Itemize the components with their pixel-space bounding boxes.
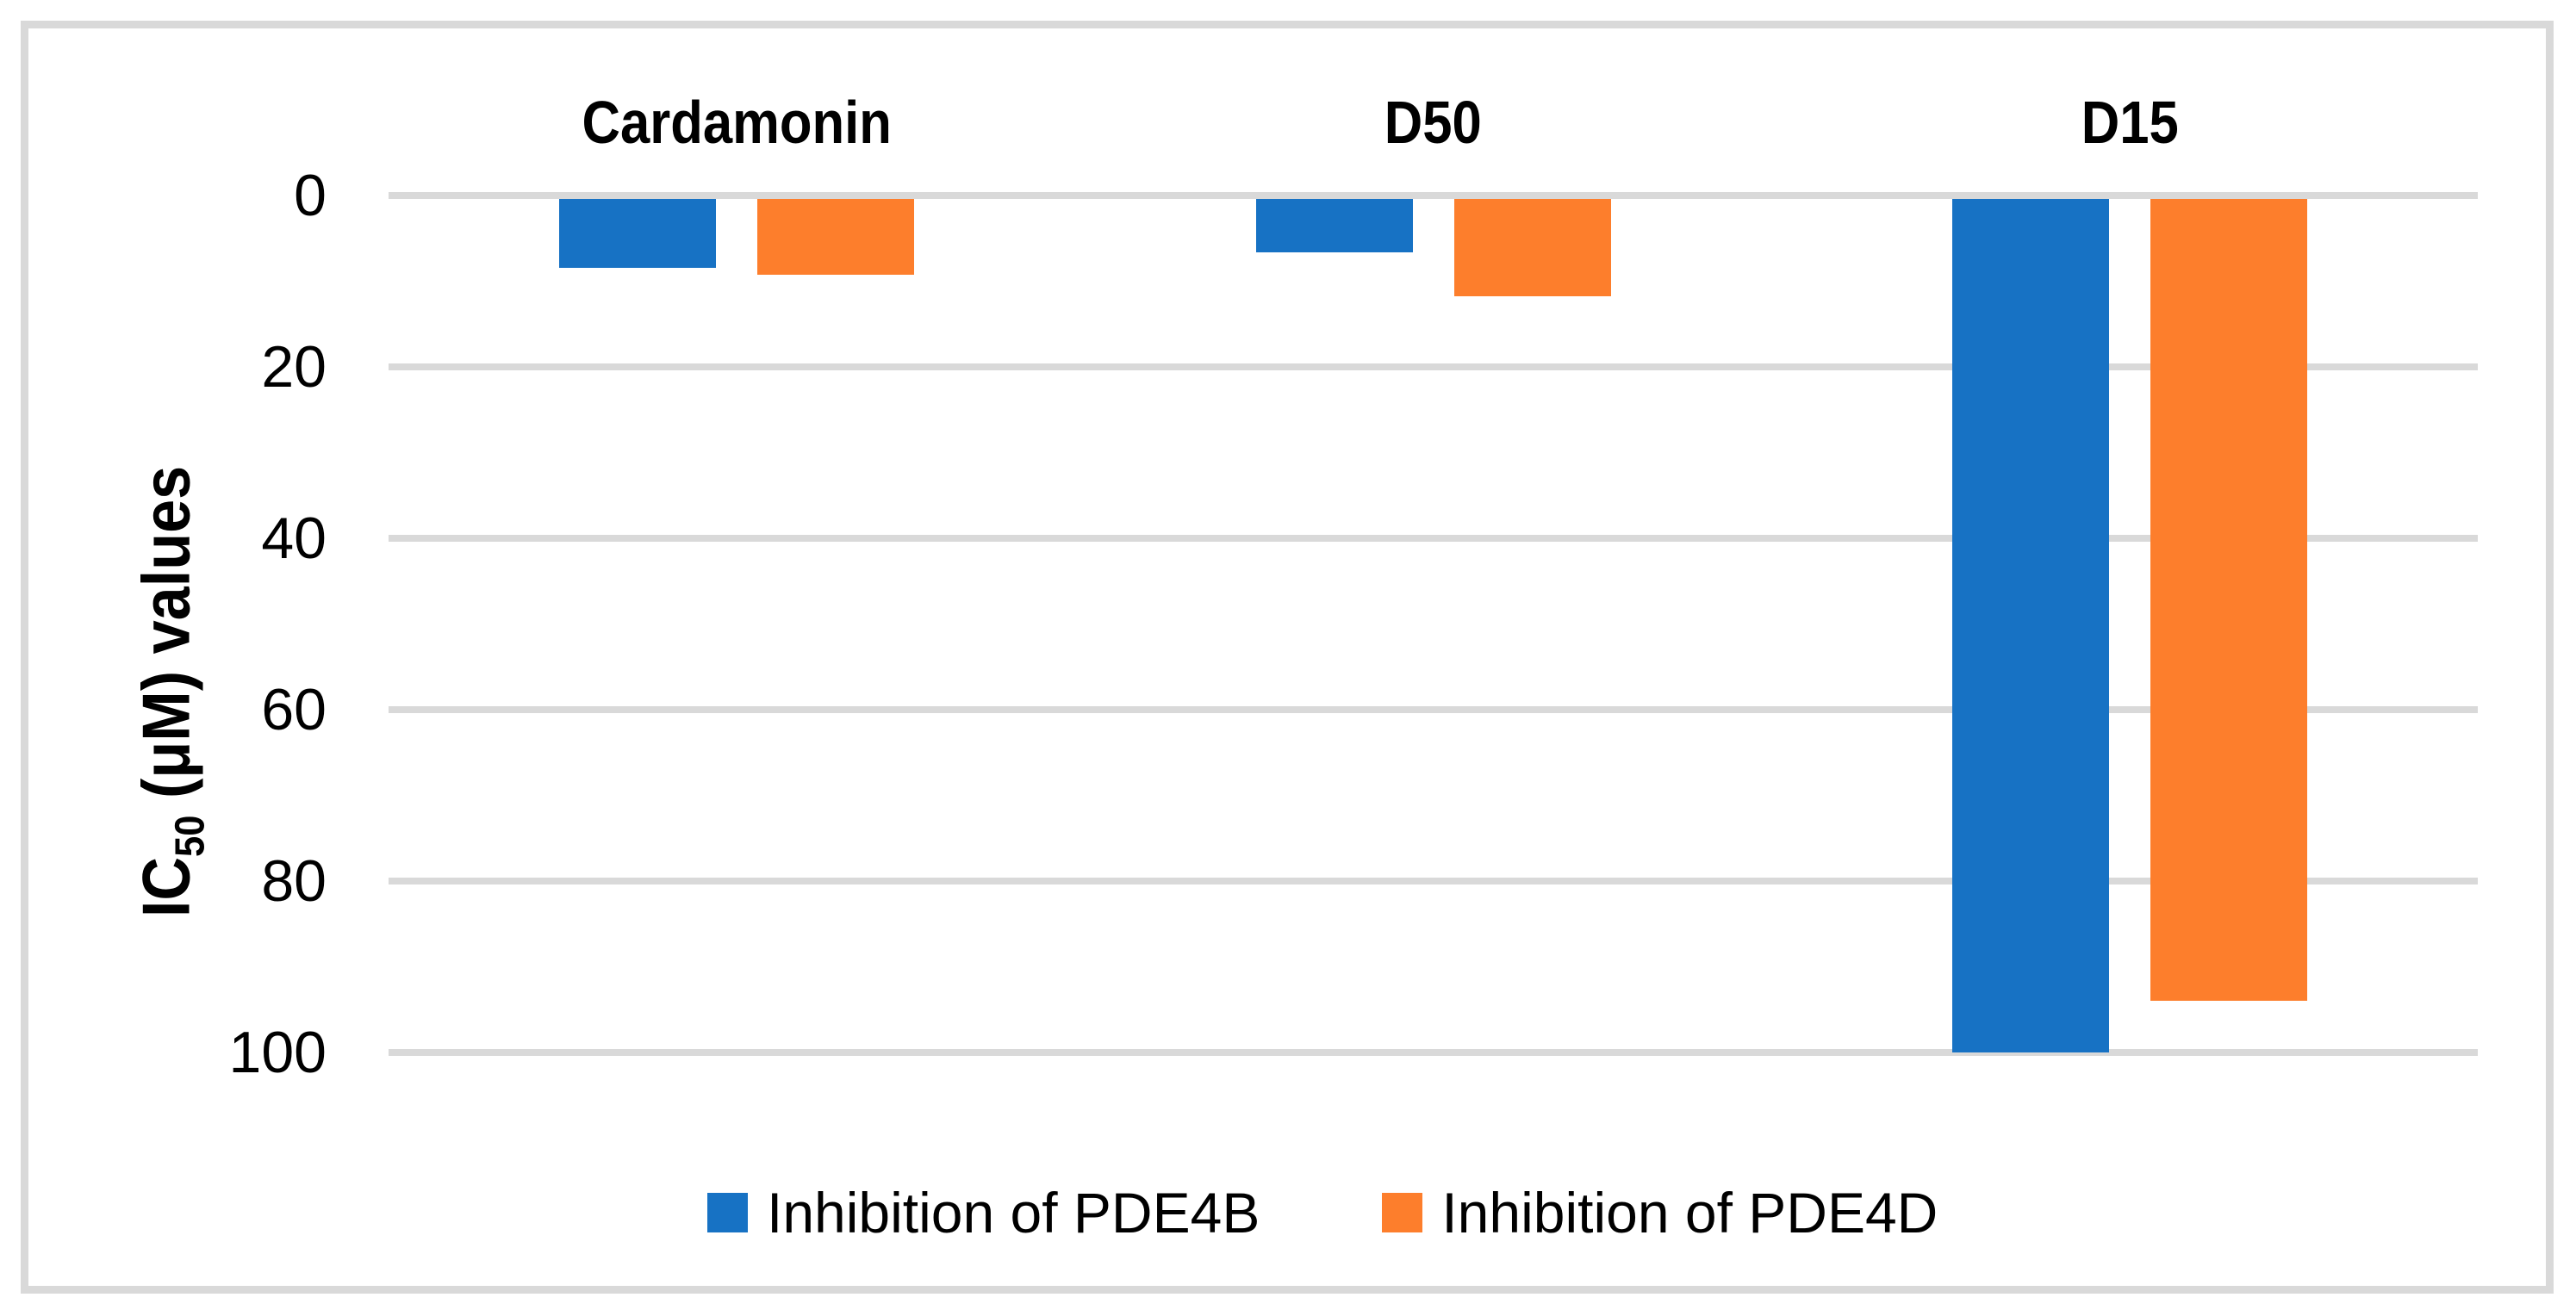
gridline-0 [389,192,2478,199]
bar-d50-pde4d [1453,196,1611,297]
y-axis-title-subscript: 50 [166,815,214,857]
legend-item-pde4d: Inhibition of PDE4D [1382,1181,1938,1245]
legend-label-pde4d: Inhibition of PDE4D [1441,1181,1938,1245]
category-label-text: D15 [2081,89,2179,156]
gridline-20 [389,363,2478,370]
y-tick-label-0: 0 [294,163,327,228]
gridline-40 [389,535,2478,542]
category-label-text: D50 [1384,89,1482,156]
bar-cardamonin-pde4d [757,196,915,275]
bar-d15-pde4b [1951,196,2109,1052]
figure-border: IC50 (μM) values 0 20 40 60 80 100 Cardamonin D… [21,21,2554,1294]
y-tick-label-60: 60 [261,677,327,742]
bar-cardamonin-pde4b [559,196,717,268]
legend-item-pde4b: Inhibition of PDE4B [707,1181,1260,1245]
category-label-cardamonin: Cardamonin [478,90,995,154]
gridline-60 [389,706,2478,713]
category-label-d15: D15 [1871,90,2388,154]
gridline-80 [389,878,2478,885]
gridline-100 [389,1049,2478,1056]
legend-label-pde4b: Inhibition of PDE4B [767,1181,1260,1245]
legend-swatch-pde4b-icon [707,1193,748,1232]
category-label-text: Cardamonin [582,89,892,156]
y-tick-label-80: 80 [261,848,327,914]
y-tick-label-100: 100 [228,1020,327,1085]
y-tick-label-20: 20 [261,334,327,400]
legend: Inhibition of PDE4B Inhibition of PDE4D [707,1181,2060,1245]
category-label-d50: D50 [1175,90,1692,154]
bar-d50-pde4b [1255,196,1413,252]
bar-d15-pde4d [2150,196,2307,1002]
legend-swatch-pde4d-icon [1382,1193,1423,1232]
y-tick-label-40: 40 [261,506,327,571]
